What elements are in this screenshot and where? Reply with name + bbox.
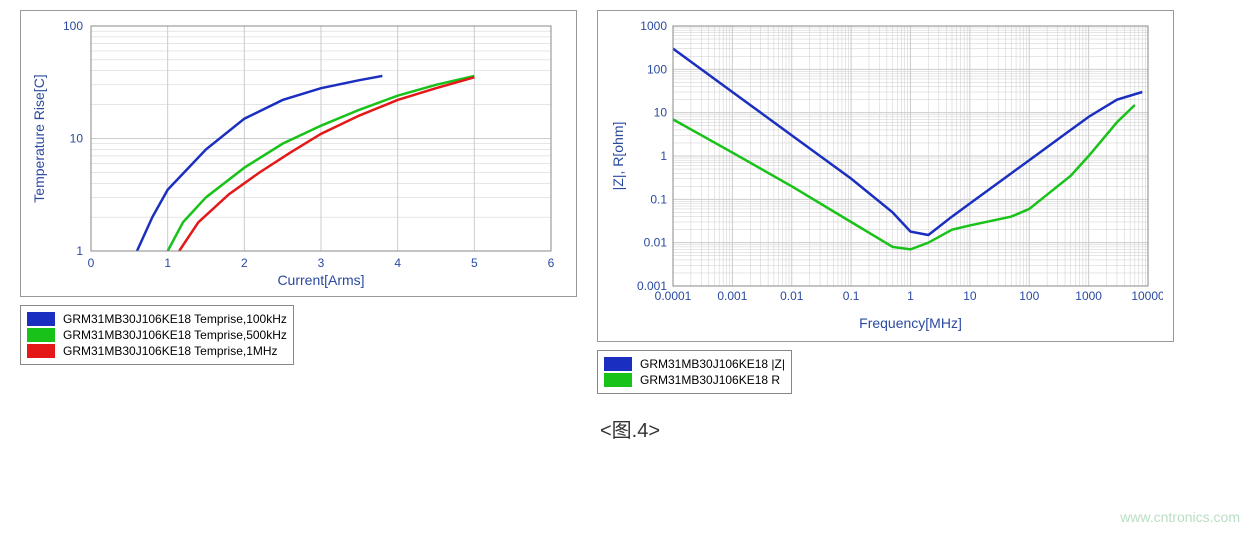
svg-text:0.1: 0.1 <box>843 289 860 303</box>
impedance-chart: 0.00010.0010.010.11101001000100000.0010.… <box>603 16 1163 336</box>
left-legend: GRM31MB30J106KE18 Temprise,100kHz GRM31MB… <box>20 305 294 365</box>
right-chart-box: 0.00010.0010.010.11101001000100000.0010.… <box>597 10 1174 342</box>
svg-text:1: 1 <box>907 289 914 303</box>
svg-text:1: 1 <box>76 244 83 258</box>
legend-item: GRM31MB30J106KE18 Temprise,100kHz <box>27 312 287 326</box>
svg-text:10000: 10000 <box>1131 289 1163 303</box>
svg-text:3: 3 <box>318 256 325 270</box>
legend-label: GRM31MB30J106KE18 Temprise,1MHz <box>63 344 278 358</box>
svg-text:6: 6 <box>548 256 555 270</box>
watermark: www.cntronics.com <box>1120 509 1240 525</box>
svg-text:100: 100 <box>1019 289 1039 303</box>
svg-text:Frequency[MHz]: Frequency[MHz] <box>859 315 962 331</box>
figure-caption: <图.4> <box>0 414 1260 443</box>
svg-text:0.01: 0.01 <box>644 236 668 250</box>
svg-text:Current[Arms]: Current[Arms] <box>277 272 364 288</box>
svg-text:0.1: 0.1 <box>650 192 667 206</box>
legend-swatch <box>27 328 55 342</box>
legend-label: GRM31MB30J106KE18 Temprise,500kHz <box>63 328 287 342</box>
svg-text:2: 2 <box>241 256 248 270</box>
svg-text:|Z|, R[ohm]: |Z|, R[ohm] <box>610 122 626 191</box>
svg-text:0.01: 0.01 <box>780 289 804 303</box>
svg-text:5: 5 <box>471 256 478 270</box>
svg-text:1: 1 <box>164 256 171 270</box>
svg-text:4: 4 <box>394 256 401 270</box>
svg-text:0: 0 <box>88 256 95 270</box>
svg-text:0.001: 0.001 <box>717 289 747 303</box>
legend-label: GRM31MB30J106KE18 Temprise,100kHz <box>63 312 287 326</box>
svg-text:1000: 1000 <box>1075 289 1102 303</box>
right-panel: 0.00010.0010.010.11101001000100000.0010.… <box>597 10 1174 394</box>
svg-text:10: 10 <box>963 289 977 303</box>
svg-text:10: 10 <box>70 132 84 146</box>
legend-swatch <box>604 373 632 387</box>
svg-text:10: 10 <box>654 106 668 120</box>
legend-swatch <box>604 357 632 371</box>
svg-text:Temperature Rise[C]: Temperature Rise[C] <box>31 74 47 202</box>
legend-item: GRM31MB30J106KE18 |Z| <box>604 357 785 371</box>
svg-text:1: 1 <box>660 149 667 163</box>
container: 0123456110100Current[Arms]Temperature Ri… <box>0 0 1260 404</box>
left-chart-box: 0123456110100Current[Arms]Temperature Ri… <box>20 10 577 297</box>
legend-label: GRM31MB30J106KE18 R <box>640 373 780 387</box>
svg-text:100: 100 <box>63 19 83 33</box>
left-panel: 0123456110100Current[Arms]Temperature Ri… <box>20 10 577 394</box>
legend-swatch <box>27 312 55 326</box>
svg-text:100: 100 <box>647 62 667 76</box>
legend-item: GRM31MB30J106KE18 Temprise,500kHz <box>27 328 287 342</box>
legend-item: GRM31MB30J106KE18 R <box>604 373 785 387</box>
right-legend: GRM31MB30J106KE18 |Z| GRM31MB30J106KE18 R <box>597 350 792 394</box>
legend-swatch <box>27 344 55 358</box>
temperature-rise-chart: 0123456110100Current[Arms]Temperature Ri… <box>26 16 566 291</box>
svg-text:1000: 1000 <box>640 19 667 33</box>
legend-label: GRM31MB30J106KE18 |Z| <box>640 357 785 371</box>
svg-text:0.001: 0.001 <box>637 279 667 293</box>
legend-item: GRM31MB30J106KE18 Temprise,1MHz <box>27 344 287 358</box>
